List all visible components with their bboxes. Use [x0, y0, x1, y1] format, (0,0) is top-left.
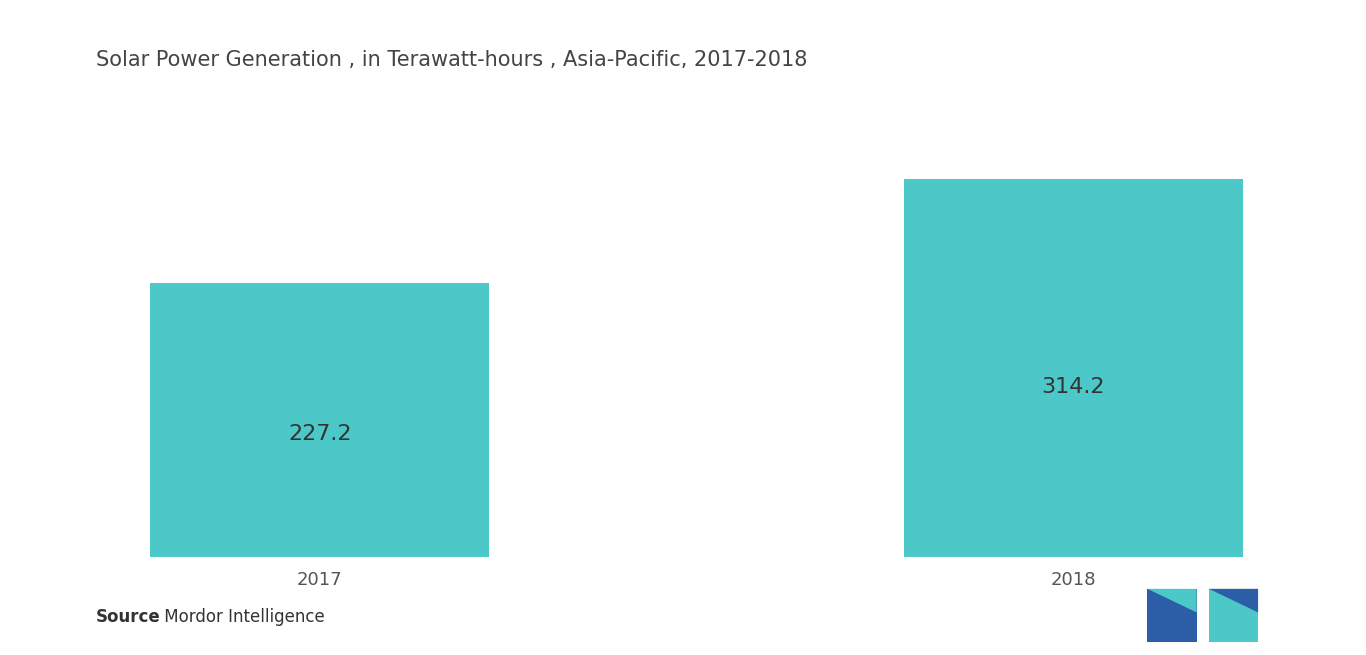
- Text: 314.2: 314.2: [1042, 377, 1105, 396]
- Polygon shape: [1209, 589, 1258, 612]
- Text: Source: Source: [96, 608, 160, 626]
- Text: 227.2: 227.2: [288, 424, 351, 443]
- Polygon shape: [1147, 589, 1197, 642]
- Polygon shape: [1147, 589, 1197, 612]
- Bar: [150, 283, 489, 557]
- Polygon shape: [1209, 589, 1258, 642]
- Text: : Mordor Intelligence: : Mordor Intelligence: [148, 608, 324, 626]
- Text: Solar Power Generation , in Terawatt-hours , Asia-Pacific, 2017-2018: Solar Power Generation , in Terawatt-hou…: [96, 50, 807, 69]
- Bar: [904, 179, 1243, 557]
